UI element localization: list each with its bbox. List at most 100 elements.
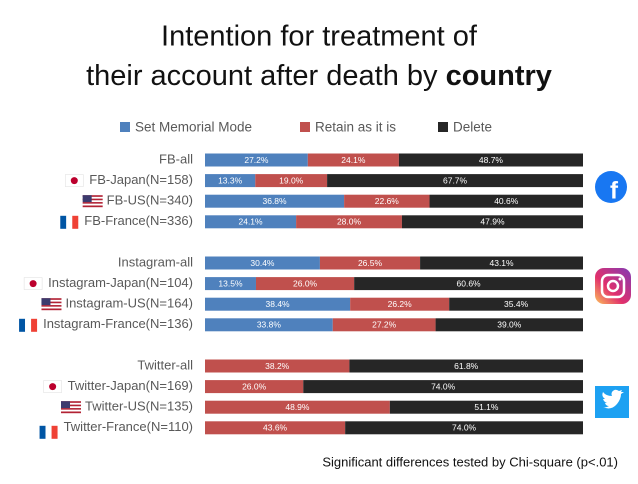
legend-swatch [438, 122, 448, 132]
value-label: 28.0% [337, 217, 362, 227]
bar-segment [205, 400, 390, 414]
value-label: 33.8% [257, 320, 282, 330]
legend-swatch [300, 122, 310, 132]
value-label: 27.2% [372, 320, 397, 330]
value-label: 19.0% [279, 175, 304, 185]
flag-band [19, 318, 26, 332]
flag-stripe [61, 401, 81, 403]
bar-segment [205, 194, 345, 208]
flag-icon [65, 174, 84, 187]
bar-segment [303, 380, 583, 394]
value-label: 35.4% [504, 299, 529, 309]
legend-swatch [120, 122, 130, 132]
flag-stripe [41, 299, 62, 302]
bar-segment [350, 297, 450, 311]
chart-title: their account after death by country [86, 60, 552, 92]
value-label: 39.0% [497, 320, 522, 330]
chart-title-emphasis: country [446, 60, 552, 92]
twitter-icon [595, 386, 629, 418]
bar-segment [205, 215, 297, 229]
flag-disc [70, 177, 78, 185]
flag-stripe [61, 409, 81, 412]
value-label: 30.4% [250, 258, 275, 268]
flag-icon [82, 195, 103, 208]
instagram-icon [595, 268, 631, 304]
flag-band [72, 215, 79, 229]
bar-segment [296, 215, 402, 229]
value-label: 26.0% [242, 381, 267, 391]
value-label: 61.8% [454, 361, 479, 371]
category-label: Instagram-France(N=136) [43, 316, 193, 331]
facebook-icon: f [595, 171, 627, 204]
bar-segment [420, 256, 583, 270]
category-label: Twitter-Japan(N=169) [68, 378, 193, 393]
value-label: 36.8% [262, 196, 287, 206]
value-label: 26.2% [388, 299, 413, 309]
bar-segment [205, 277, 256, 291]
value-label: 40.6% [494, 196, 519, 206]
flag-stripe [61, 406, 81, 409]
flag-stripe [41, 301, 62, 304]
value-label: 43.1% [489, 258, 514, 268]
category-label: Twitter-France(N=110) [64, 419, 193, 434]
flag-stripe [82, 205, 103, 208]
value-label: 22.6% [375, 196, 400, 206]
flag-stripe [82, 202, 103, 204]
flag-icon [39, 425, 58, 439]
bar-segment [349, 359, 583, 373]
bar-segment [255, 277, 355, 291]
flag-band [45, 425, 52, 439]
bar-segment [429, 194, 583, 208]
bar-segment [205, 359, 350, 373]
bar-segment [398, 153, 583, 167]
flag-canton [61, 401, 70, 409]
value-label: 24.1% [341, 155, 366, 165]
flag-icon [19, 318, 38, 332]
value-label: 67.7% [443, 175, 468, 185]
bar-segment [255, 174, 328, 188]
flag-stripe [41, 298, 62, 300]
bar-segment [327, 174, 583, 188]
value-label: 74.0% [452, 423, 477, 433]
bar-segment [449, 297, 583, 311]
category-label: Instagram-Japan(N=104) [48, 275, 193, 290]
bar-segment [205, 256, 320, 270]
flag-stripe [61, 402, 81, 405]
flag-band [51, 425, 58, 439]
flag-icon [23, 277, 43, 290]
flag-icon [43, 380, 62, 393]
flag-band [25, 318, 32, 332]
flag-stripe [41, 303, 62, 306]
bar-segment [205, 318, 333, 332]
bar-segment [205, 297, 351, 311]
bar-segment [344, 194, 430, 208]
value-label: 26.0% [293, 278, 318, 288]
chart-title: Intention for treatment of [161, 21, 478, 53]
value-label: 60.6% [457, 278, 482, 288]
flag-stripe [82, 198, 103, 201]
chart-title: their account after death by [86, 60, 438, 92]
legend-label: Retain as it is [315, 120, 396, 135]
value-label: 13.5% [218, 278, 243, 288]
flag-stripe [61, 404, 81, 407]
value-label: 38.2% [265, 361, 290, 371]
flag-band [66, 215, 73, 229]
value-label: 13.3% [218, 175, 243, 185]
flag-stripe [82, 195, 103, 197]
bar-segment [205, 153, 308, 167]
flag-disc [49, 383, 57, 391]
flag-stripe [61, 408, 81, 410]
footnote: Significant differences tested by Chi-sq… [322, 454, 618, 469]
value-label: 24.1% [238, 217, 263, 227]
flag-icon [60, 215, 79, 229]
value-label: 74.0% [431, 381, 456, 391]
bar-segment [401, 215, 583, 229]
flag-icon [61, 401, 81, 414]
category-label: FB-Japan(N=158) [89, 172, 193, 187]
bar-segment [205, 380, 304, 394]
bar-segment [435, 318, 583, 332]
flag-stripe [82, 203, 103, 206]
value-label: 27.2% [244, 155, 269, 165]
flag-band [31, 318, 38, 332]
